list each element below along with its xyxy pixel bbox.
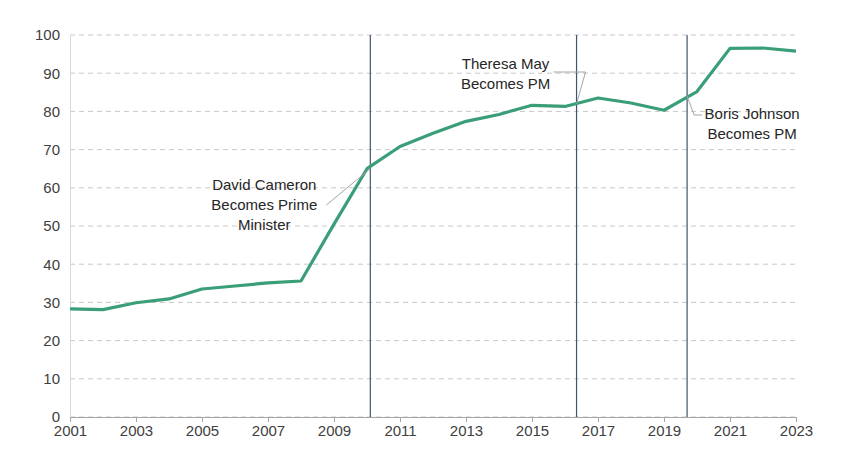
x-tick: 2019 <box>648 417 681 439</box>
y-tick-label: 60 <box>43 179 60 196</box>
y-tick: 100 <box>35 26 70 43</box>
x-tick-label: 2021 <box>714 422 747 439</box>
y-tick-label: 100 <box>35 26 60 43</box>
x-tick-label: 2007 <box>252 422 285 439</box>
x-tick: 2013 <box>450 417 483 439</box>
grid <box>70 35 796 417</box>
x-tick-label: 2003 <box>120 422 153 439</box>
x-tick: 2011 <box>384 417 416 439</box>
x-tick: 2017 <box>582 417 615 439</box>
y-tick-label: 40 <box>43 256 60 273</box>
event-line <box>370 35 371 417</box>
y-tick-label: 50 <box>43 217 60 234</box>
y-axis-line <box>70 36 71 418</box>
y-tick: 60 <box>43 179 70 196</box>
x-axis: 2001 2003 2005 2007 2009 2011 2013 2015 2017 2019… <box>54 417 813 439</box>
x-tick: 2003 <box>120 417 153 439</box>
x-tick-label: 2017 <box>582 422 615 439</box>
x-tick: 2009 <box>318 417 351 439</box>
x-tick: 2021 <box>714 417 747 439</box>
y-tick-label: 90 <box>43 65 60 82</box>
annotation-text: Boris Johnson Becomes PM <box>705 105 800 142</box>
annotation-line: Becomes Prime <box>211 196 317 213</box>
annotation-line: Boris Johnson <box>705 105 800 122</box>
x-tick: 2023 <box>780 417 813 439</box>
y-tick-label: 80 <box>43 103 60 120</box>
annotation-line: David Cameron <box>212 176 316 193</box>
chart: 0102030405060708090100200120032005200720… <box>0 0 848 462</box>
x-tick: 2001 <box>54 417 87 439</box>
marks <box>70 35 796 417</box>
y-tick-label: 70 <box>43 141 60 158</box>
annotation-line: Becomes PM <box>461 75 550 92</box>
x-tick-label: 2023 <box>780 422 813 439</box>
y-tick: 50 <box>43 217 70 234</box>
x-tick-label: 2005 <box>186 422 219 439</box>
event-line <box>576 35 577 417</box>
y-tick: 30 <box>43 294 70 311</box>
annotation-line: Theresa May <box>462 55 550 72</box>
x-tick: 2007 <box>252 417 285 439</box>
annotations: David Cameron Becomes Prime Minister Theres… <box>211 55 799 233</box>
y-tick: 20 <box>43 332 70 349</box>
y-tick: 10 <box>43 370 70 387</box>
y-tick: 70 <box>43 141 70 158</box>
plot: 0102030405060708090100200120032005200720… <box>35 26 813 438</box>
y-tick: 40 <box>43 256 70 273</box>
x-tick: 2005 <box>186 417 219 439</box>
x-tick-label: 2013 <box>450 422 483 439</box>
x-tick-label: 2011 <box>384 422 416 439</box>
y-tick: 80 <box>43 103 70 120</box>
x-tick-label: 2009 <box>318 422 351 439</box>
annotation-leader <box>554 72 586 104</box>
event-line <box>686 35 687 417</box>
x-axis-line <box>71 417 797 418</box>
annotation-line: Becomes PM <box>707 125 796 142</box>
y-tick-label: 20 <box>43 332 60 349</box>
x-tick-label: 2015 <box>516 422 549 439</box>
y-axis: 0102030405060708090100 <box>35 26 71 425</box>
annotation-line: Minister <box>238 216 291 233</box>
x-tick: 2015 <box>516 417 549 439</box>
annotation-leader <box>687 96 702 115</box>
series-line <box>70 48 796 310</box>
x-tick-label: 2001 <box>54 422 87 439</box>
y-tick: 90 <box>43 65 70 82</box>
annotation-text: David Cameron Becomes Prime Minister <box>211 176 317 233</box>
x-tick-label: 2019 <box>648 422 681 439</box>
annotation-text: Theresa May Becomes PM <box>461 55 550 92</box>
y-tick-label: 10 <box>43 370 60 387</box>
y-tick-label: 30 <box>43 294 60 311</box>
annotation-leader <box>326 169 370 205</box>
